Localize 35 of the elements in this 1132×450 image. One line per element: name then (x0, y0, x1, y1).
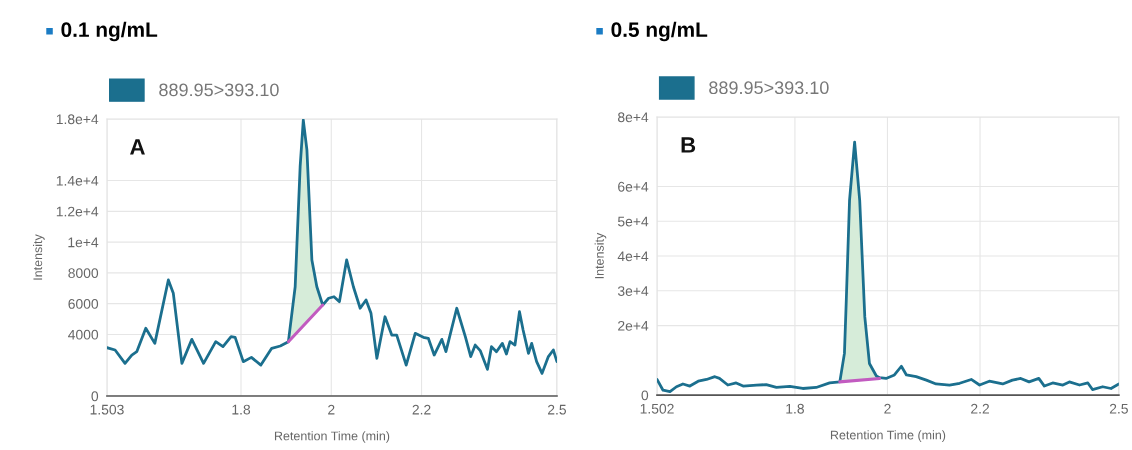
y-tick-label: 1.2e+4 (56, 206, 99, 217)
x-tick-label: 1.502 (640, 403, 674, 414)
chart-title: 0.1 ng/mL (61, 21, 158, 42)
y-tick-label: 1.8e+4 (56, 114, 99, 125)
x-axis-title: Retention Time (min) (274, 431, 390, 443)
y-tick-label: 3e+4 (617, 286, 649, 296)
x-tick-label: 1.8 (786, 403, 804, 414)
x-tick-label: 1.8 (232, 404, 251, 415)
legend-label: 889.95>393.10 (709, 81, 829, 95)
x-tick-label: 2 (328, 404, 335, 415)
y-tick-label: 0 (641, 390, 649, 401)
y-tick-label: 1.4e+4 (56, 176, 99, 186)
y-tick-label: 5e+4 (617, 216, 649, 227)
x-tick-label: 2.5 (1109, 403, 1128, 414)
y-tick-label: 6000 (68, 298, 99, 309)
x-tick-label: 2.2 (412, 404, 431, 415)
legend-label: 889.95>393.10 (159, 83, 279, 97)
x-tick-label: 1.503 (90, 404, 124, 415)
x-axis-title: Retention Time (min) (830, 430, 946, 442)
y-axis-title: Intensity (594, 232, 607, 279)
annotation: B (681, 137, 696, 153)
y-tick-label: 0 (91, 391, 99, 402)
x-tick-label: 2.5 (547, 404, 567, 415)
chart-title: 0.5 ng/mL (611, 21, 708, 42)
y-tick-label: 8000 (68, 268, 99, 279)
y-axis-title: Intensity (33, 234, 45, 280)
y-tick-label: 2e+4 (618, 320, 649, 331)
x-tick-label: 2 (884, 403, 891, 414)
y-tick-label: 1e+4 (68, 237, 99, 248)
x-tick-label: 2.2 (971, 403, 989, 414)
annotation: A (130, 139, 145, 155)
y-tick-label: 8e+4 (618, 112, 649, 123)
y-tick-label: 4000 (68, 329, 99, 340)
y-tick-label: 4e+4 (617, 251, 649, 262)
y-tick-label: 6e+4 (618, 181, 649, 192)
